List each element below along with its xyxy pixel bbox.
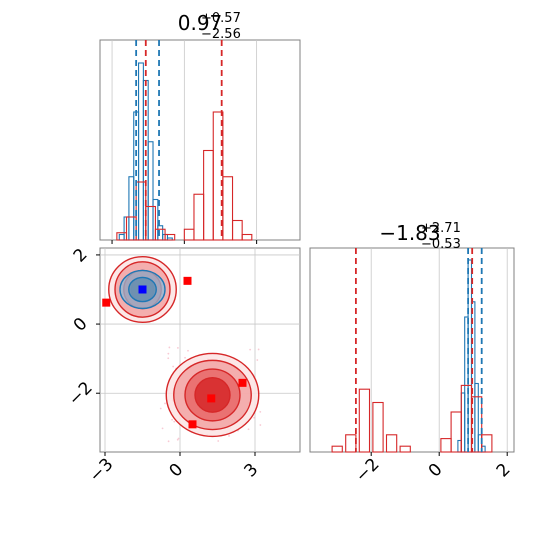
sample-point	[259, 410, 262, 413]
histogram-bar	[212, 111, 224, 241]
x-tick-label: 0	[425, 460, 447, 482]
sample-point	[171, 418, 174, 421]
sample-point	[168, 346, 171, 349]
sample-point	[257, 348, 260, 351]
histogram-bar	[331, 445, 343, 453]
y-tick-label: 0	[70, 314, 92, 336]
sample-point	[184, 356, 186, 359]
y-marginal-histogram: −2 0 2 −1.83 +2.71 −0.53	[309, 221, 515, 487]
sample-point	[247, 428, 250, 431]
y-marginal-title-minus: −0.53	[421, 237, 461, 252]
sample-point	[256, 359, 259, 361]
sample-point	[167, 352, 170, 355]
marker-point	[183, 276, 192, 285]
x-tick-label: 3	[241, 460, 263, 482]
joint-panel: −3 0 3 2 0 −2	[65, 245, 301, 487]
marker-point	[207, 394, 216, 403]
histogram-bar	[372, 401, 384, 453]
marker-point	[238, 378, 247, 387]
sample-point	[167, 440, 170, 443]
histogram-bar	[358, 388, 371, 453]
marker-point	[188, 420, 197, 429]
sample-point	[176, 347, 179, 349]
x-tick-label: −3	[86, 455, 118, 487]
y-marginal-frame	[309, 247, 515, 453]
x-tick-label: 0	[166, 460, 188, 482]
x-marginal-title: 0.97	[178, 11, 223, 35]
sample-point	[159, 407, 162, 410]
sample-point	[249, 348, 252, 351]
y-tick-label: −2	[65, 378, 97, 410]
sample-point	[259, 424, 262, 426]
sample-point	[173, 420, 176, 423]
sample-point	[161, 427, 164, 430]
histogram-bar	[470, 396, 483, 453]
sample-point	[164, 402, 166, 405]
x-tick-label: −2	[352, 455, 384, 487]
y-tick-label: 2	[70, 245, 92, 267]
histogram-bar	[231, 219, 243, 241]
sample-point	[167, 357, 170, 360]
sample-point	[228, 435, 230, 437]
sample-point	[176, 438, 179, 441]
marker-point	[138, 285, 147, 294]
sample-point	[172, 365, 175, 368]
y-marginal-title: −1.83	[379, 221, 440, 245]
histogram-bar	[399, 445, 411, 453]
x-marginal-frame	[99, 39, 301, 241]
marker-point	[102, 298, 111, 307]
x-marginal-histogram: 0.97 +0.57 −2.56	[99, 11, 301, 244]
y-marginal-title-plus: +2.71	[421, 221, 461, 236]
histogram-bar	[241, 233, 253, 241]
histogram-bar	[385, 434, 398, 453]
x-tick-label: 2	[493, 460, 515, 482]
histogram-bar	[222, 176, 234, 241]
x-marginal-title-plus: +0.57	[201, 11, 241, 26]
sample-point	[217, 440, 220, 442]
x-marginal-title-minus: −2.56	[201, 27, 241, 42]
sample-point	[187, 349, 189, 352]
histogram-bar	[164, 233, 176, 241]
sample-point	[253, 416, 256, 419]
